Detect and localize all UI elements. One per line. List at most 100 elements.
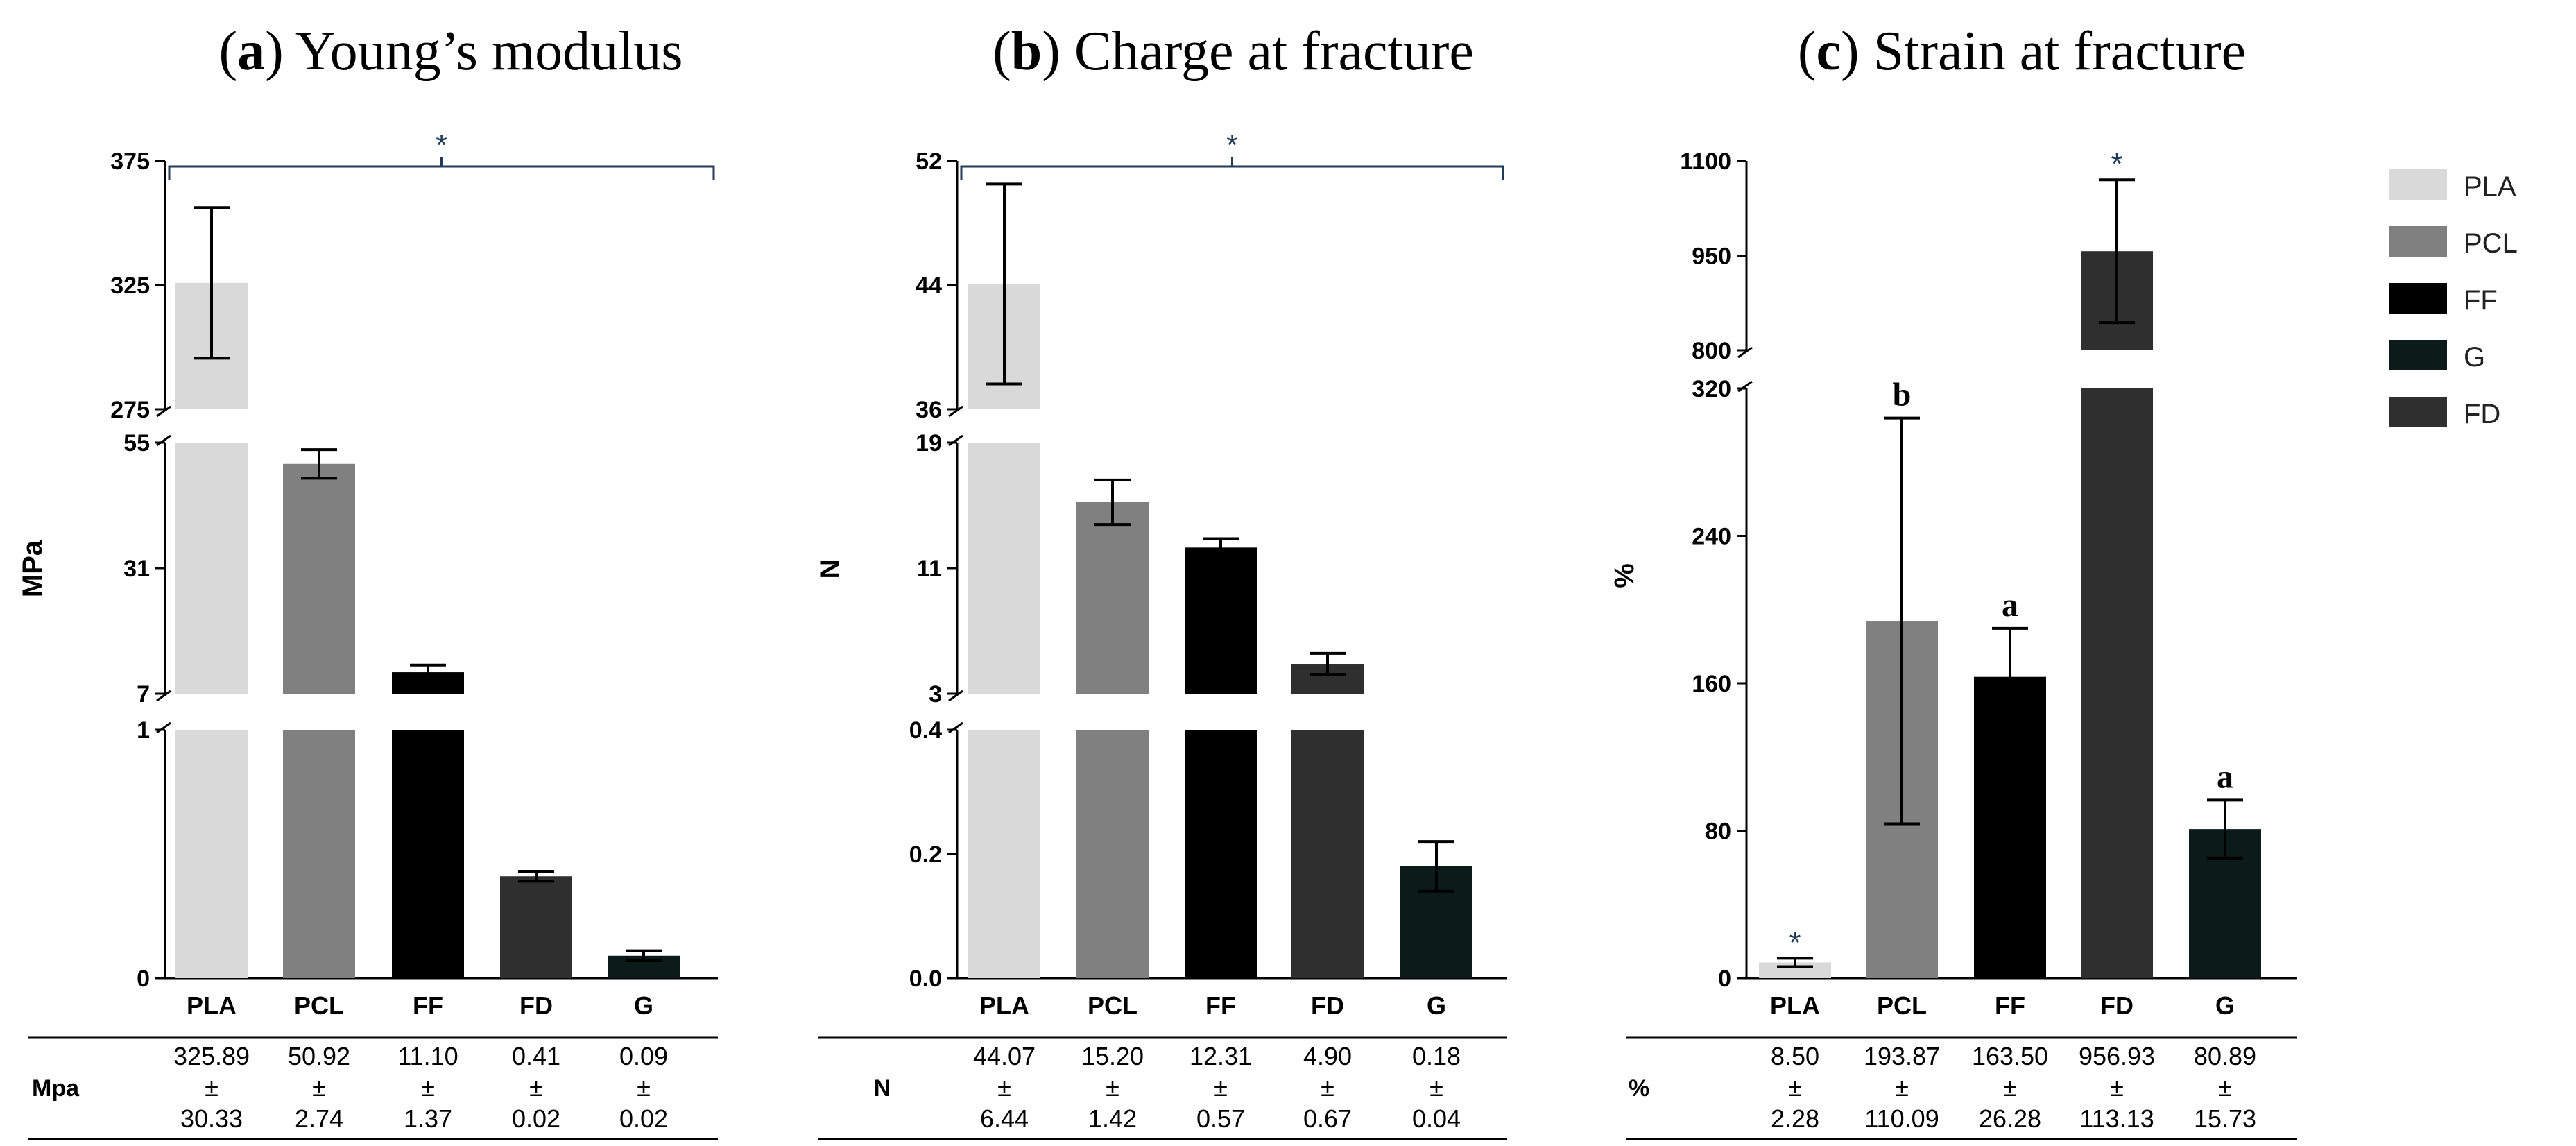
table-error: 0.02 (619, 1104, 668, 1133)
bar-pla (175, 443, 248, 694)
y-tick-label: 52 (916, 148, 942, 175)
x-tick-label: FF (1995, 991, 2025, 1020)
table-plus-minus: ± (2003, 1073, 2017, 1102)
table-plus-minus: ± (1321, 1073, 1334, 1102)
table-value: 8.50 (1771, 1042, 1819, 1070)
significance-mark: * (1789, 925, 1801, 959)
y-tick-label: 1100 (1680, 148, 1731, 175)
table-error: 0.02 (512, 1104, 560, 1133)
bar-fd (1291, 730, 1364, 978)
table-value: 193.87 (1864, 1042, 1940, 1070)
axis-break-mark (156, 721, 171, 734)
y-tick-label: 160 (1692, 671, 1731, 697)
table-value: 325.89 (173, 1042, 250, 1070)
table-error: 110.09 (1864, 1104, 1939, 1133)
table-error: 2.74 (295, 1104, 343, 1133)
bar-fd (2081, 388, 2153, 978)
legend-label: G (2464, 342, 2485, 373)
table-plus-minus: ± (421, 1073, 435, 1102)
bar-pcl (283, 463, 355, 694)
y-tick-label: 11 (917, 556, 942, 582)
table-plus-minus: ± (1429, 1073, 1443, 1102)
bar-pcl (1076, 730, 1149, 978)
panel-title-paren-close: ) (265, 21, 295, 82)
legend-swatch-pcl (2389, 226, 2447, 257)
bar-ff (1974, 676, 2046, 978)
panel-title-text: Strain at fracture (1873, 21, 2247, 82)
y-tick-label: 1 (137, 717, 150, 744)
axis-break-mark (948, 690, 963, 702)
table-error: 113.13 (2079, 1104, 2154, 1133)
significance-mark: * (2111, 147, 2122, 181)
table-value: 0.41 (512, 1042, 560, 1070)
table-value: 956.93 (2079, 1042, 2155, 1070)
y-tick-label: 0.0 (909, 966, 942, 992)
y-tick-label: 320 (1692, 376, 1731, 402)
table-error: 30.33 (180, 1104, 243, 1133)
table-value: 4.90 (1303, 1042, 1352, 1070)
y-tick-label: 325 (110, 273, 150, 299)
legend-label: FD (2464, 399, 2500, 429)
y-tick-label: 80 (1705, 819, 1731, 845)
significance-star: * (436, 128, 447, 162)
x-tick-label: G (1427, 991, 1446, 1020)
bar-pcl (283, 730, 355, 978)
x-tick-label: G (634, 991, 653, 1020)
table-plus-minus: ± (997, 1073, 1011, 1102)
table-value: 80.89 (2194, 1042, 2256, 1070)
x-tick-label: FF (1205, 991, 1236, 1020)
table-value: 0.09 (619, 1042, 668, 1070)
y-tick-label: 31 (123, 556, 150, 582)
y-axis-label: % (1609, 563, 1640, 588)
x-tick-label: G (2215, 991, 2235, 1020)
table-plus-minus: ± (637, 1073, 651, 1102)
panel-title-paren-open: ( (218, 21, 237, 82)
significance-star: * (1226, 128, 1238, 162)
y-tick-label: 19 (916, 430, 942, 456)
y-tick-label: 950 (1692, 243, 1731, 270)
table-value: 11.10 (397, 1042, 458, 1070)
table-plus-minus: ± (2218, 1073, 2232, 1102)
y-tick-label: 0.4 (909, 717, 942, 744)
table-value: 44.07 (973, 1042, 1036, 1070)
y-tick-label: 3 (929, 681, 942, 708)
significance-bracket (168, 157, 715, 180)
bar-pla (968, 730, 1040, 978)
x-tick-label: FD (520, 991, 553, 1020)
axis-break-mark (1737, 346, 1753, 359)
significance-mark: a (2002, 587, 2018, 624)
panel-title-text: Young’s modulus (295, 21, 683, 82)
y-tick-label: 375 (110, 148, 150, 175)
panel-letter: a (237, 21, 265, 82)
table-error: 0.04 (1412, 1104, 1461, 1133)
bar-ff (1185, 547, 1257, 694)
y-tick-label: 36 (916, 397, 942, 423)
table-value: 163.50 (1972, 1042, 2048, 1070)
bar-pcl (1076, 502, 1149, 694)
table-unit-label: N (874, 1075, 891, 1102)
y-tick-label: 44 (916, 273, 942, 299)
x-tick-label: FD (1311, 991, 1344, 1020)
table-plus-minus: ± (1214, 1073, 1228, 1102)
x-tick-label: PLA (187, 991, 237, 1020)
bar-fd (500, 876, 572, 978)
x-tick-label: PCL (1088, 991, 1137, 1020)
panel-title-paren-close: ) (1042, 21, 1074, 82)
bar-pla (175, 730, 248, 978)
table-value: 15.20 (1081, 1042, 1144, 1070)
table-plus-minus: ± (312, 1073, 326, 1102)
panel-title-paren-open: ( (993, 21, 1011, 82)
legend-swatch-pla (2389, 169, 2447, 200)
legend-swatch-ff (2389, 283, 2447, 314)
significance-bracket (960, 157, 1504, 180)
axis-break-mark (156, 405, 171, 418)
legend-label: PCL (2464, 228, 2518, 259)
panel-title-paren-open: ( (1798, 21, 1817, 82)
axis-break-mark (948, 721, 963, 734)
table-error: 26.28 (1979, 1104, 2041, 1133)
y-tick-label: 240 (1692, 524, 1731, 550)
x-tick-label: FF (413, 991, 443, 1020)
panel-title: (b) Charge at fracture (993, 21, 1474, 82)
x-tick-label: PCL (294, 991, 344, 1020)
